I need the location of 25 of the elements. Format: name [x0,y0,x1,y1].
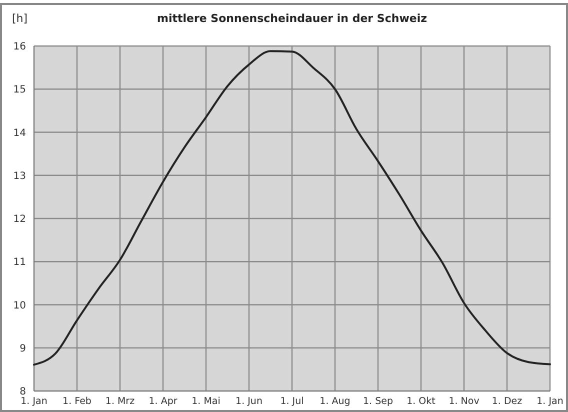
x-tick-label: 1. Jan [536,396,564,407]
x-tick-label: 1. Aug [320,396,350,407]
x-tick-label: 1. Dez [492,396,522,407]
x-tick-label: 1. Jul [280,396,304,407]
y-tick-label: 10 [13,300,26,312]
x-tick-label: 1. Sep [363,396,393,407]
y-tick-label: 9 [20,343,26,354]
y-tick-label: 8 [20,386,26,398]
x-tick-label: 1. Mrz [105,396,135,407]
x-tick-label: 1. Mai [192,396,220,407]
y-tick-label: 13 [13,170,26,182]
y-tick-label: 12 [13,214,26,225]
chart-title: mittlere Sonnenscheindauer in der Schweiz [156,12,428,25]
x-tick-label: 1. Okt [406,396,436,407]
y-tick-label: 16 [13,42,26,52]
y-tick-label: 15 [13,84,26,96]
y-axis-title: [h] [12,12,28,25]
x-tick-label: 1. Nov [448,396,480,407]
x-tick-label: 1. Jun [236,396,262,407]
x-tick-label: 1. Feb [62,396,92,407]
y-tick-label: 11 [13,257,26,268]
x-tick-label: 1. Apr [148,396,178,407]
x-tick-label: 1. Jan [20,396,48,407]
line-series [33,50,551,366]
y-tick-label: 14 [13,128,26,139]
